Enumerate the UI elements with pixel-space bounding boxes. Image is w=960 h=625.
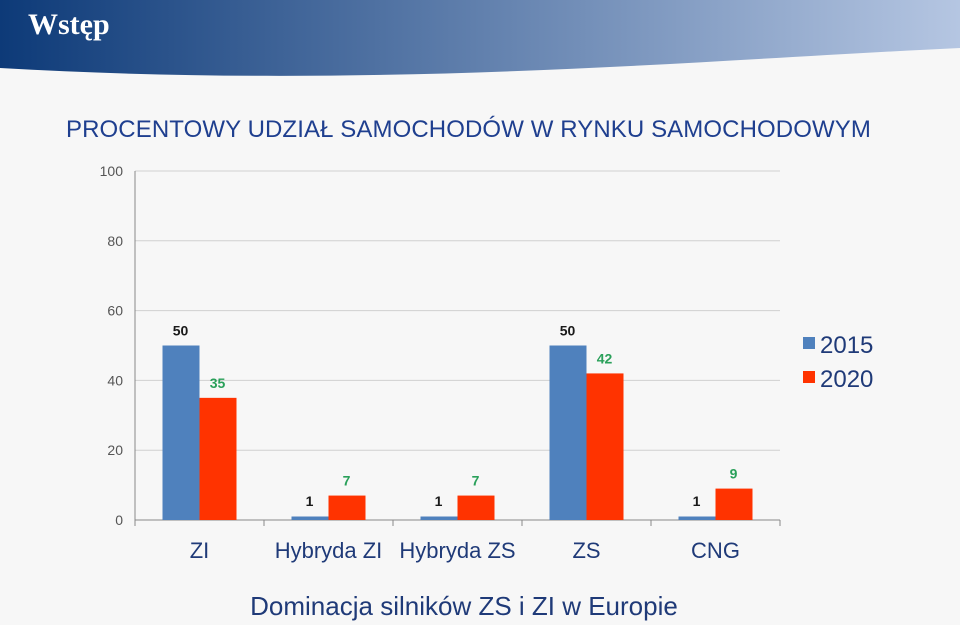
- x-tick-label: ZS: [572, 538, 600, 563]
- data-label: 7: [343, 473, 351, 489]
- slide-title: Wstęp: [28, 8, 110, 41]
- bar-2020: [328, 495, 366, 520]
- data-label: 9: [730, 466, 738, 482]
- data-label: 35: [210, 375, 226, 391]
- title-banner: [0, 0, 960, 76]
- y-tick-label: 40: [107, 372, 123, 388]
- data-label: 50: [560, 323, 576, 339]
- chart-title: PROCENTOWY UDZIAŁ SAMOCHODÓW W RYNKU SAM…: [66, 116, 871, 143]
- bar-2020: [457, 495, 495, 520]
- x-tick-label: Hybryda ZS: [399, 538, 515, 563]
- data-label: 1: [435, 493, 443, 509]
- legend-label: 2020: [820, 366, 873, 393]
- data-label: 1: [306, 493, 314, 509]
- bar-2015: [678, 516, 716, 520]
- bar-2015: [549, 345, 587, 520]
- x-tick-label: CNG: [691, 538, 740, 563]
- bar-2020: [199, 397, 237, 520]
- y-tick-label: 20: [107, 442, 123, 458]
- x-tick-label: ZI: [190, 538, 210, 563]
- x-tick-label: Hybryda ZI: [275, 538, 383, 563]
- bar-2020: [586, 373, 624, 520]
- legend-label: 2015: [820, 332, 873, 359]
- y-tick-label: 80: [107, 233, 123, 249]
- y-tick-label: 100: [100, 163, 124, 179]
- legend-swatch: [803, 371, 815, 383]
- y-tick-label: 0: [115, 512, 123, 528]
- bar-2015: [162, 345, 200, 520]
- bar-2015: [291, 516, 329, 520]
- slide-caption: Dominacja silników ZS i ZI w Europie: [250, 591, 678, 621]
- bar-2020: [715, 488, 753, 520]
- y-tick-label: 60: [107, 303, 123, 319]
- legend-swatch: [803, 337, 815, 349]
- data-label: 50: [173, 323, 189, 339]
- data-label: 1: [693, 493, 701, 509]
- bar-2015: [420, 516, 458, 520]
- data-label: 42: [597, 350, 613, 366]
- data-label: 7: [472, 473, 480, 489]
